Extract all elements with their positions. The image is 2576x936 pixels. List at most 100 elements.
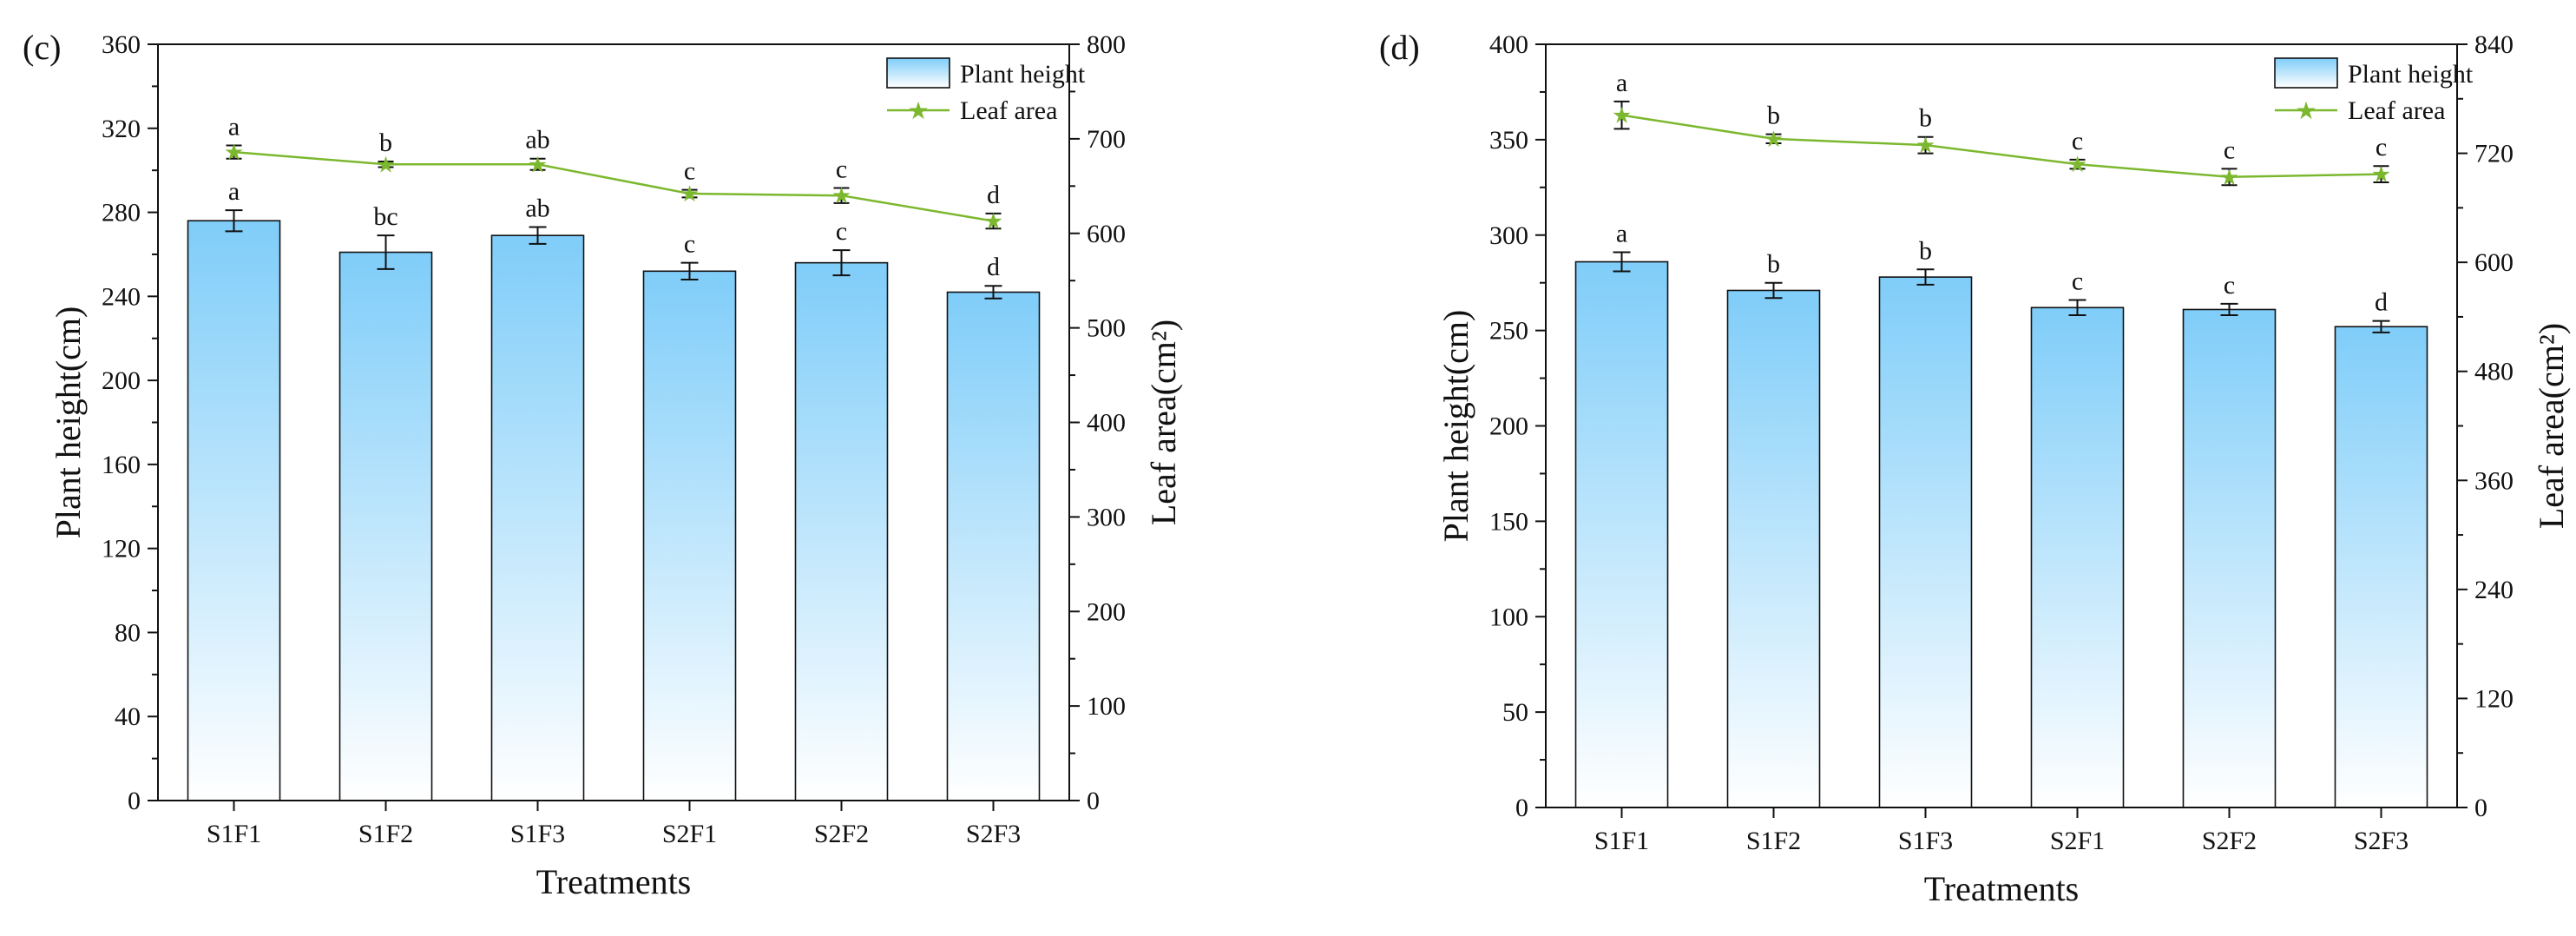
- chart-svg-c: (c)abc abc cd★a★b★ab★c★c★d0408012016020024…: [23, 28, 1183, 901]
- sig-label-plant-height: d: [987, 253, 1000, 281]
- legend-label-leaf-area: Leaf area: [960, 96, 1057, 125]
- bar-plant-height-s1f1: [1574, 260, 1669, 808]
- bar-plant-height-s1f1: [187, 220, 281, 801]
- y-tick-label: 160: [102, 451, 141, 479]
- y-axis-title: Plant height(cm): [49, 307, 88, 539]
- y2-tick-label: 600: [1087, 220, 1126, 248]
- errorbar-plant-height-s2f3: [984, 285, 1002, 300]
- legend-label-plant-height: Plant height: [2348, 60, 2474, 89]
- x-tick-label: S2F2: [2202, 827, 2257, 855]
- errorbar-leaf-area-s1f1: [226, 144, 242, 160]
- legend-swatch-leaf-area-marker: ★: [2295, 98, 2316, 125]
- legend-swatch-plant-height: [886, 57, 950, 89]
- y-tick-label: 40: [115, 702, 141, 731]
- legend-label-leaf-area: Leaf area: [2348, 96, 2445, 125]
- axes: [1545, 43, 2458, 808]
- x-axis-title: Treatments: [1924, 869, 2080, 908]
- leaf-area-line: [233, 150, 994, 222]
- y2-axis-title: Leaf area(cm²): [1144, 320, 1183, 525]
- sig-label-plant-height: d: [2375, 288, 2388, 317]
- errorbar-leaf-area-s1f3: [1917, 135, 1934, 155]
- sig-label-leaf-area: c: [836, 155, 847, 183]
- leaf-area-point-s1f2: ★: [376, 152, 396, 177]
- sig-label-plant-height: c: [2072, 267, 2083, 295]
- y-tick-label: 80: [115, 618, 141, 647]
- y-tick-label: 360: [102, 30, 141, 59]
- errorbar-leaf-area-s2f1: [2069, 158, 2086, 170]
- y2-tick-label: 840: [2474, 30, 2514, 59]
- errorbar-leaf-area-s1f1: [1613, 100, 1630, 130]
- y2-tick-label: 120: [2474, 684, 2514, 713]
- leaf-area-point-s1f1: ★: [224, 140, 244, 165]
- leaf-area-point-s1f3: ★: [528, 152, 548, 177]
- x-tick-label: S2F1: [662, 820, 717, 848]
- x-tick-label: S1F1: [207, 820, 261, 848]
- errorbar-plant-height-s1f1: [1613, 251, 1631, 273]
- y-tick-label: 200: [1489, 412, 1528, 441]
- y-tick-label: 150: [1489, 507, 1528, 536]
- errorbar-leaf-area-s1f2: [378, 161, 394, 168]
- bar-plant-height-s1f3: [1878, 276, 1973, 808]
- errorbar-plant-height-s2f1: [2068, 299, 2086, 317]
- leaf-area-point-s1f1: ★: [1612, 103, 1632, 129]
- y-tick-label: 320: [102, 115, 141, 143]
- sig-label-leaf-area: d: [987, 181, 1000, 209]
- bar-plant-height-s2f3: [2334, 326, 2428, 808]
- y2-tick-label: 240: [2474, 576, 2514, 604]
- legend-swatch-plant-height: [2274, 57, 2338, 89]
- y-tick-label: 0: [1515, 794, 1528, 822]
- x-tick-label: S1F2: [358, 820, 413, 848]
- errorbar-leaf-area-s2f2: [2221, 168, 2238, 187]
- sig-label-leaf-area: c: [2224, 135, 2235, 164]
- panel-label: (c): [23, 28, 61, 67]
- bar-plant-height-s1f2: [338, 251, 433, 801]
- errorbar-plant-height-s2f1: [680, 261, 699, 280]
- y2-tick-label: 300: [1087, 503, 1126, 531]
- sig-label-leaf-area: a: [1616, 69, 1627, 97]
- panel-label: (d): [1379, 28, 1420, 67]
- leaf-area-line: [1621, 114, 2382, 179]
- sig-label-plant-height: a: [228, 177, 240, 206]
- y2-tick-label: 360: [2474, 466, 2514, 495]
- bar-plant-height-s2f1: [2030, 307, 2125, 808]
- y-tick-label: 50: [1502, 698, 1528, 727]
- x-tick-label: S2F3: [966, 820, 1021, 848]
- y2-tick-label: 200: [1087, 597, 1126, 626]
- sig-label-leaf-area: c: [2376, 133, 2387, 161]
- sig-label-plant-height: ab: [525, 194, 549, 222]
- leaf-area-point-s2f2: ★: [831, 183, 851, 208]
- y-axis-title: Plant height(cm): [1436, 310, 1475, 543]
- errorbar-plant-height-s1f3: [529, 226, 547, 245]
- y-tick-label: 0: [128, 787, 141, 815]
- errorbar-leaf-area-s2f1: [681, 188, 698, 199]
- y-tick-label: 240: [102, 282, 141, 311]
- y-tick-label: 200: [102, 366, 141, 395]
- leaf-area-point-s2f3: ★: [2371, 162, 2391, 188]
- sig-label-plant-height: c: [836, 217, 847, 246]
- y-tick-label: 120: [102, 535, 141, 564]
- bar-plant-height-s2f2: [2182, 308, 2277, 808]
- y2-tick-label: 100: [1087, 692, 1126, 721]
- sig-label-plant-height: c: [684, 230, 695, 259]
- errorbar-plant-height-s2f2: [832, 249, 851, 277]
- y2-tick-label: 500: [1087, 314, 1126, 343]
- y2-tick-label: 600: [2474, 248, 2514, 277]
- leaf-area-point-s1f2: ★: [1764, 127, 1784, 152]
- leaf-area-point-s2f1: ★: [680, 181, 700, 207]
- legend-swatch-leaf-area-marker: ★: [907, 98, 929, 125]
- y-tick-label: 400: [1489, 30, 1528, 59]
- x-tick-label: S2F3: [2354, 827, 2408, 855]
- leaf-area-point-s1f3: ★: [1916, 133, 1935, 158]
- bar-plant-height-s2f2: [794, 261, 889, 801]
- x-tick-label: S2F1: [2050, 827, 2105, 855]
- x-axis-title: Treatments: [536, 862, 692, 901]
- x-tick-label: S1F1: [1594, 827, 1649, 855]
- y-tick-label: 250: [1489, 317, 1528, 346]
- legend-label-plant-height: Plant height: [960, 60, 1086, 89]
- sig-label-plant-height: bc: [373, 202, 398, 231]
- leaf-area-point-s2f1: ★: [2067, 152, 2087, 177]
- x-tick-label: S1F3: [1898, 827, 1953, 855]
- sig-label-leaf-area: a: [228, 112, 240, 141]
- sig-label-leaf-area: c: [684, 157, 695, 186]
- errorbar-leaf-area-s2f3: [985, 212, 1002, 230]
